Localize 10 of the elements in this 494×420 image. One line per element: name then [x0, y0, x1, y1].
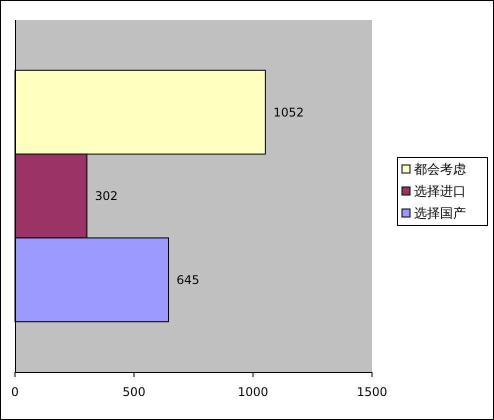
legend-label: 选择进口	[414, 184, 466, 200]
legend-label: 都会考虑	[414, 162, 466, 178]
data-label: 645	[176, 273, 200, 288]
legend-label: 选择国产	[414, 206, 466, 222]
data-label: 1052	[273, 105, 304, 120]
x-tick-label: 1500	[356, 385, 388, 399]
x-tick-label: 500	[122, 385, 146, 399]
x-tick-label: 0	[11, 385, 19, 399]
x-tick-label: 1000	[238, 385, 268, 399]
data-label: 302	[94, 189, 118, 204]
